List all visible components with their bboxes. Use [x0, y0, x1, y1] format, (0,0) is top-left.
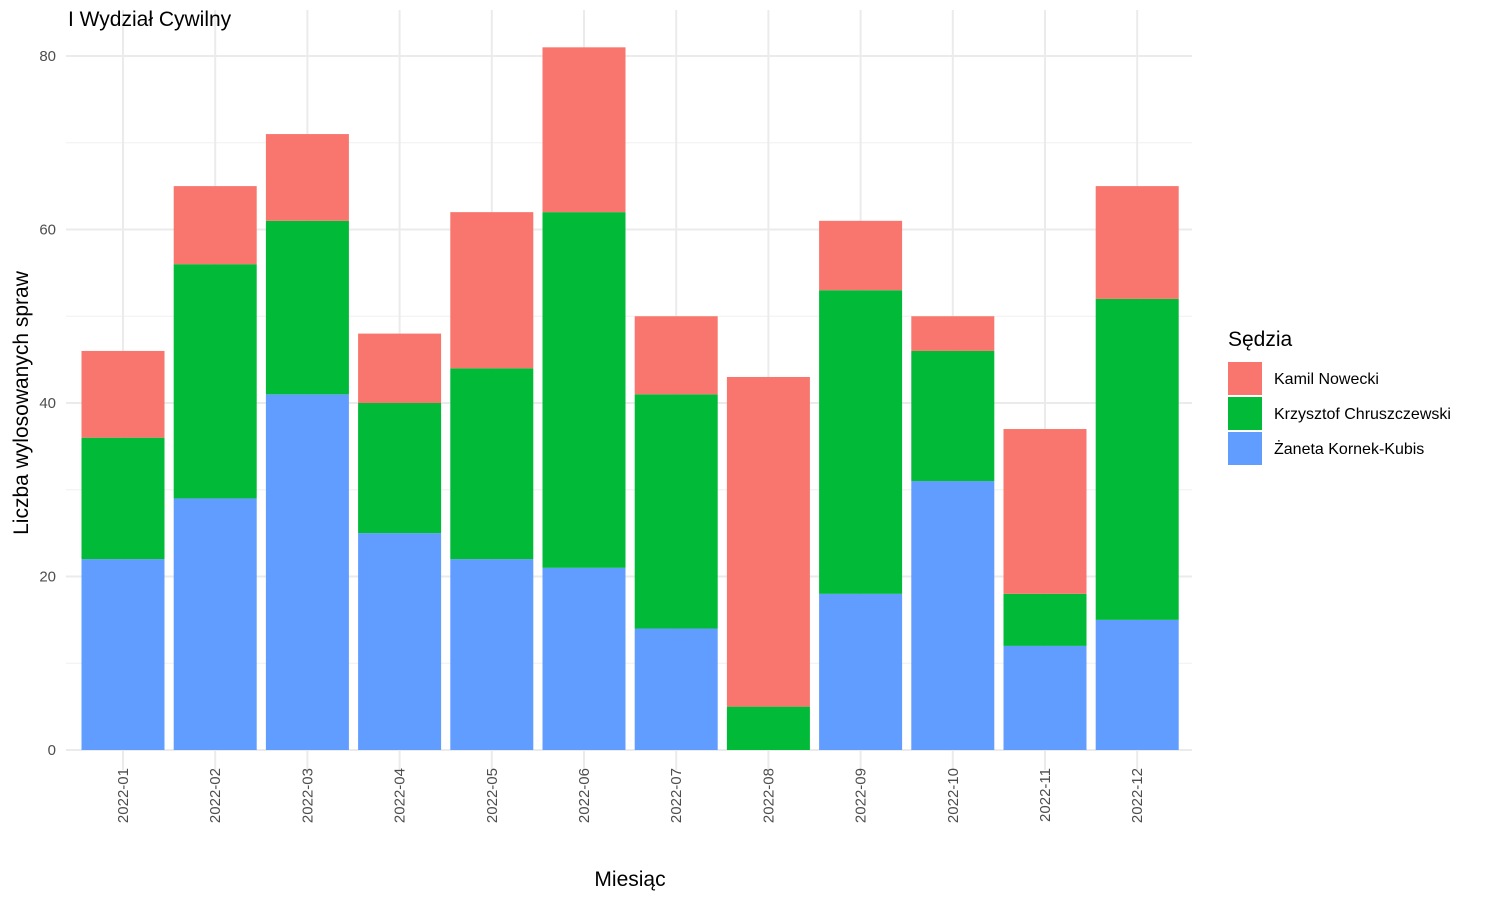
- bar-segment: [81, 559, 165, 750]
- y-tick-label: 60: [39, 222, 56, 239]
- x-tick-label: 2022-11: [1037, 768, 1054, 822]
- legend: Sędzia Kamil Nowecki Krzysztof Chruszczew…: [1228, 328, 1451, 465]
- bar-segment: [1095, 298, 1179, 620]
- bar-segment: [81, 350, 165, 438]
- bar-segment: [1095, 619, 1179, 750]
- bar-segment: [173, 186, 257, 265]
- bar-segment: [358, 533, 442, 750]
- x-axis: 2022-01 2022-02 2022-03 2022-04 2022-05 2022-…: [115, 768, 1146, 823]
- bar-segment: [450, 212, 534, 369]
- legend-label: Kamil Nowecki: [1274, 371, 1379, 388]
- x-tick-label: 2022-03: [299, 768, 316, 823]
- x-tick-label: 2022-01: [115, 768, 132, 823]
- bar-segment: [911, 481, 995, 750]
- legend-title: Sędzia: [1228, 328, 1293, 351]
- bar-segment: [726, 706, 810, 750]
- bar-segment: [1095, 186, 1179, 299]
- bar-segment: [173, 264, 257, 499]
- legend-swatch: [1228, 362, 1262, 395]
- bar-segment: [542, 212, 626, 568]
- x-tick-label: 2022-12: [1129, 768, 1146, 823]
- bar-segment: [634, 316, 718, 395]
- x-tick-label: 2022-05: [484, 768, 501, 823]
- x-axis-title: Miesiąc: [594, 868, 665, 891]
- bar-segment: [358, 403, 442, 534]
- legend-label: Krzysztof Chruszczewski: [1274, 406, 1451, 423]
- bar-segment: [265, 134, 349, 221]
- x-tick-label: 2022-09: [853, 768, 870, 823]
- x-tick-label: 2022-07: [668, 768, 685, 823]
- bar-segment: [634, 628, 718, 750]
- x-tick-label: 2022-10: [945, 768, 962, 823]
- bars: [81, 47, 1179, 750]
- bar-segment: [450, 368, 534, 560]
- bar-segment: [819, 220, 903, 291]
- legend-label: Żaneta Kornek-Kubis: [1274, 439, 1424, 458]
- x-tick-label: 2022-02: [207, 768, 224, 823]
- bar-segment: [450, 559, 534, 750]
- bar-segment: [819, 290, 903, 594]
- bar-segment: [358, 333, 442, 403]
- bar-segment: [1003, 593, 1087, 646]
- bar-segment: [542, 47, 626, 213]
- y-tick-label: 20: [39, 569, 56, 586]
- bar-segment: [911, 316, 995, 351]
- bar-segment: [1003, 645, 1087, 750]
- x-tick-label: 2022-08: [760, 768, 777, 823]
- y-tick-label: 80: [39, 48, 56, 65]
- x-tick-label: 2022-06: [576, 768, 593, 823]
- y-axis-title: Liczba wylosowanych spraw: [10, 270, 33, 535]
- bar-segment: [265, 394, 349, 750]
- bar-segment: [173, 498, 257, 750]
- bar-segment: [542, 567, 626, 750]
- bar-segment: [1003, 429, 1087, 594]
- legend-swatch: [1228, 432, 1262, 465]
- bar-segment: [726, 376, 810, 707]
- x-tick-label: 2022-04: [392, 768, 409, 823]
- bar-segment: [81, 437, 165, 560]
- bar-segment: [634, 394, 718, 629]
- bar-segment: [819, 593, 903, 750]
- y-tick-label: 0: [48, 742, 56, 759]
- chart-title: I Wydział Cywilny: [68, 8, 232, 31]
- bar-segment: [911, 350, 995, 482]
- bar-segment: [265, 220, 349, 395]
- legend-swatch: [1228, 397, 1262, 430]
- y-axis: 0 20 40 60 80: [39, 48, 56, 759]
- y-tick-label: 40: [39, 395, 56, 412]
